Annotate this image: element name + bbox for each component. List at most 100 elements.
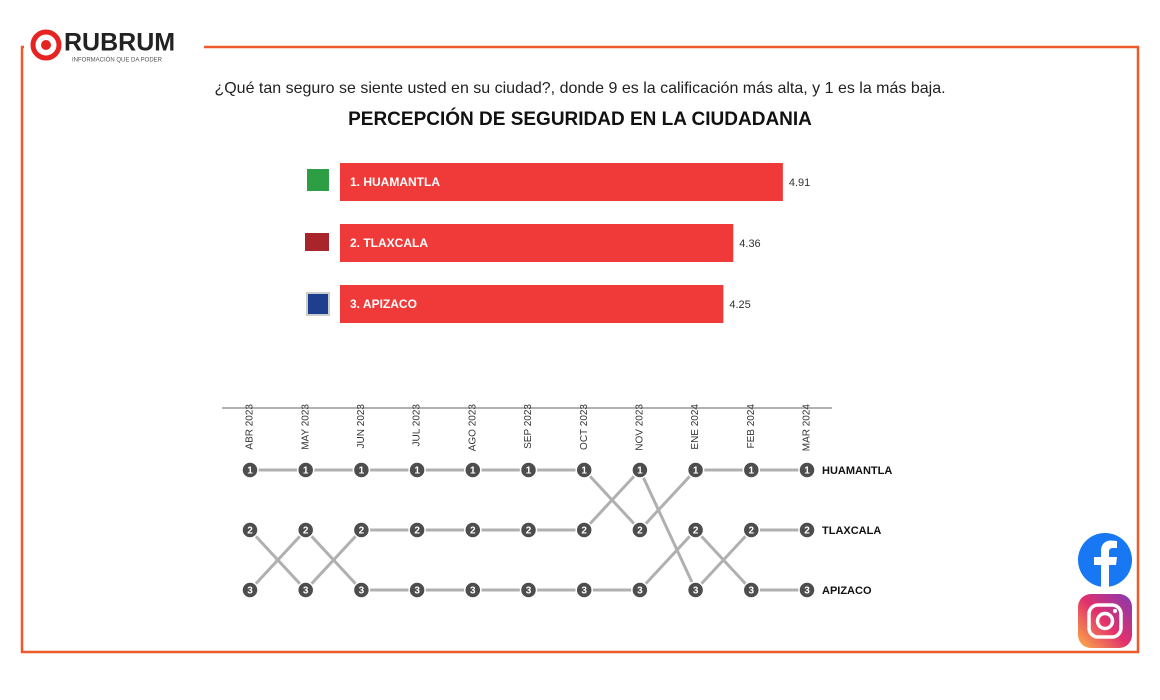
rank-label: 2	[359, 526, 365, 537]
x-tick-label: FEB 2024	[746, 404, 757, 449]
rank-label: 3	[526, 586, 532, 597]
rank-marker	[352, 521, 371, 539]
rank-label: 1	[581, 466, 587, 477]
bar	[340, 224, 734, 262]
rank-label: 1	[303, 466, 309, 477]
rank-marker	[631, 461, 649, 479]
series-name: HUAMANTLA	[822, 465, 892, 477]
rank-marker	[352, 461, 371, 479]
rank-marker	[408, 461, 426, 479]
x-tick-label: JUN 2023	[356, 404, 367, 449]
x-tick-label: ABR 2023	[245, 404, 256, 450]
rank-marker	[241, 521, 259, 539]
rank-label: 3	[637, 586, 643, 597]
party-logo	[306, 292, 330, 316]
rank-line	[250, 468, 807, 533]
rank-label: 3	[247, 586, 253, 597]
rank-marker	[686, 581, 705, 599]
rank-marker	[241, 461, 259, 479]
rank-label: 2	[414, 526, 420, 537]
rank-label: 2	[804, 526, 810, 537]
logo-ring	[30, 29, 62, 61]
rank-marker	[798, 461, 816, 479]
rank-line	[248, 527, 807, 592]
rank-marker	[742, 461, 761, 479]
instagram-glyph	[1087, 603, 1123, 639]
rank-marker	[519, 521, 538, 539]
rank-marker	[408, 581, 426, 599]
x-tick-label: JUL 2023	[412, 404, 423, 447]
value-label: 4.91	[789, 177, 810, 189]
rank-label: 3	[804, 586, 810, 597]
rank-marker	[742, 521, 761, 539]
rank-label: 3	[693, 586, 699, 597]
x-tick-label: MAY 2023	[300, 404, 311, 450]
rank-marker	[798, 521, 816, 539]
logo-dot	[41, 40, 51, 50]
rank-marker	[464, 461, 482, 479]
bar-label: 3. APIZACO	[350, 297, 417, 311]
rank-marker	[631, 581, 649, 599]
bar-label: 1. HUAMANTLA	[350, 175, 440, 189]
series-name: TLAXCALA	[822, 525, 881, 537]
rank-marker	[408, 521, 426, 539]
rank-label: 3	[581, 586, 587, 597]
rank-marker	[519, 581, 538, 599]
facebook-glyph	[1094, 540, 1117, 587]
rank-label: 1	[804, 466, 810, 477]
rank-marker	[241, 581, 259, 599]
rank-label: 1	[749, 466, 755, 477]
rank-label: 2	[581, 526, 587, 537]
rank-label: 2	[693, 526, 699, 537]
rank-marker	[575, 461, 593, 479]
rank-label: 1	[470, 466, 476, 477]
rank-label: 2	[470, 526, 476, 537]
rank-marker	[575, 581, 593, 599]
instagram-glyph	[1095, 611, 1115, 631]
rank-label: 3	[470, 586, 476, 597]
brand-tagline: INFORMACIÓN QUE DA PODER	[72, 57, 163, 64]
party-logo	[305, 233, 329, 251]
rank-label: 1	[637, 466, 643, 477]
x-tick-label: SEP 2023	[523, 404, 534, 449]
rank-label: 2	[637, 526, 643, 537]
rank-marker	[742, 581, 761, 599]
x-tick-label: ENE 2024	[690, 404, 701, 450]
x-tick-label: NOV 2023	[635, 404, 646, 451]
value-label: 4.25	[729, 299, 750, 311]
frame	[20, 45, 1140, 654]
rank-marker	[686, 461, 705, 479]
rank-label: 2	[526, 526, 532, 537]
rank-label: 3	[414, 586, 420, 597]
series-name: APIZACO	[822, 585, 872, 597]
rank-marker	[686, 521, 705, 539]
x-tick-label: OCT 2023	[579, 404, 590, 450]
bar	[340, 163, 783, 201]
party-logo	[307, 169, 329, 191]
rank-marker	[464, 521, 482, 539]
rank-marker	[296, 521, 315, 539]
value-label: 4.36	[739, 238, 760, 250]
rank-marker	[296, 581, 315, 599]
brand-name: RUBRUM	[64, 29, 175, 57]
x-tick-label: MAR 2024	[802, 404, 813, 452]
rank-label: 2	[303, 526, 309, 537]
rank-label: 3	[303, 586, 309, 597]
rank-marker	[519, 461, 538, 479]
rank-marker	[464, 581, 482, 599]
rank-label: 1	[247, 466, 253, 477]
rank-marker	[575, 521, 593, 539]
rank-label: 1	[414, 466, 420, 477]
bar	[340, 285, 724, 323]
instagram-icon[interactable]	[1078, 594, 1132, 648]
rank-label: 3	[359, 586, 365, 597]
rank-label: 3	[749, 586, 755, 597]
rank-marker	[352, 581, 371, 599]
rank-label: 2	[749, 526, 755, 537]
rank-label: 2	[247, 526, 253, 537]
instagram-glyph	[1113, 609, 1117, 613]
bar-label: 2. TLAXCALA	[350, 236, 428, 250]
rank-marker	[798, 581, 816, 599]
rank-label: 1	[526, 466, 532, 477]
